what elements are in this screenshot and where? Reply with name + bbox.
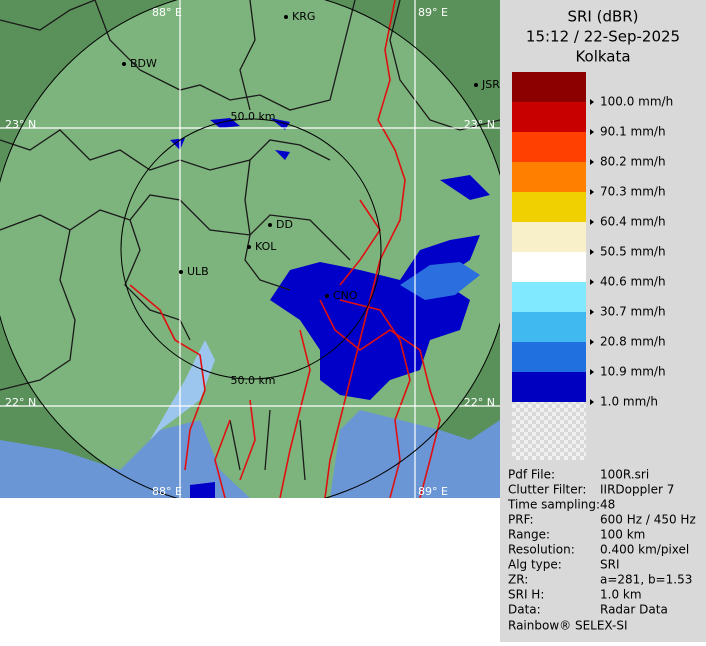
legend-label: 40.6 mm/h (600, 275, 666, 289)
legend-arrow (590, 129, 594, 135)
legend-label: 60.4 mm/h (600, 215, 666, 229)
info-key: Alg type: (508, 558, 562, 572)
legend-swatch (512, 312, 586, 342)
legend-arrow (590, 399, 594, 405)
legend-swatch (512, 132, 586, 162)
info-value: 100 km (600, 528, 645, 542)
info-key: Pdf File: (508, 468, 555, 482)
legend-label: 10.9 mm/h (600, 365, 666, 379)
precipitation (400, 262, 480, 300)
range-ring (120, 118, 382, 380)
info-value: 1.0 km (600, 588, 642, 602)
info: Pdf File: 100R.sri Clutter Filter: IIRDoppl… (507, 468, 696, 617)
info-key: PRF: (508, 513, 534, 527)
legend-label: 50.5 mm/h (600, 245, 666, 259)
legend-time: 15:12 / 22-Sep-2025 (526, 28, 680, 46)
legend-arrow (590, 159, 594, 165)
grid-label: 22° N (464, 396, 495, 409)
place-label: ULB (187, 265, 209, 278)
legend-site: Kolkata (575, 48, 630, 66)
place-dot (268, 223, 272, 227)
info-value: 48 (600, 498, 615, 512)
place-label: BDW (130, 57, 157, 70)
legend-label: 70.3 mm/h (600, 185, 666, 199)
info-key: Data: (508, 603, 541, 617)
legend-arrow (590, 249, 594, 255)
info-key: Time sampling: (507, 498, 600, 512)
legend-swatch (512, 252, 586, 282)
legend-arrow (590, 279, 594, 285)
water (0, 420, 250, 498)
grid-label: 89° E (418, 485, 448, 498)
estuary (150, 340, 215, 440)
legend-swatch (512, 162, 586, 192)
info-value: 600 Hz / 450 Hz (600, 513, 696, 527)
legend-label: 80.2 mm/h (600, 155, 666, 169)
info-value: 100R.sri (600, 468, 649, 482)
grid-label: 89° E (418, 6, 448, 19)
legend-arrow (590, 219, 594, 225)
rivers-borders (129, 0, 441, 498)
precipitation (440, 175, 490, 200)
legend-swatch (512, 222, 586, 252)
info-key: Range: (508, 528, 550, 542)
legend-arrow (590, 369, 594, 375)
legend-arrow (590, 339, 594, 345)
info-key: Resolution: (508, 543, 575, 557)
legend-swatch (512, 72, 586, 102)
place-label: DD (276, 218, 293, 231)
legend-title: SRI (dBR) (567, 8, 638, 26)
grid-label: 23° N (464, 118, 495, 131)
legend-label: 20.8 mm/h (600, 335, 666, 349)
legend-arrow (590, 189, 594, 195)
info-value: Radar Data (600, 603, 668, 617)
ring-label: 50.0 km (230, 374, 275, 387)
places: BDW KRG JSR DD KOL ULB CNO (122, 10, 500, 302)
legend-swatch (512, 372, 586, 402)
ring-label: 50.0 km (230, 110, 275, 123)
place-label: CNO (333, 289, 358, 302)
info-value: SRI (600, 558, 620, 572)
place-dot (122, 62, 126, 66)
grid-label: 88° E (152, 485, 182, 498)
legend-swatch (512, 342, 586, 372)
legend-swatch (512, 282, 586, 312)
place-dot (474, 83, 478, 87)
info-value: IIRDoppler 7 (600, 483, 674, 497)
place-label: KRG (292, 10, 315, 23)
legend-label: 100.0 mm/h (600, 95, 673, 109)
info-key: ZR: (508, 573, 528, 587)
legend-arrow (590, 99, 594, 105)
info-value: 0.400 km/pixel (600, 543, 689, 557)
place-dot (284, 15, 288, 19)
map: BDW KRG JSR DD KOL ULB CNO 88° E 89° E 23° N 22° … (0, 0, 500, 498)
place-label: KOL (255, 240, 277, 253)
no-data-swatch (512, 400, 586, 460)
legend-label: 30.7 mm/h (600, 305, 666, 319)
grid-label: 23° N (5, 118, 36, 131)
legend: SRI (dBR) 15:12 / 22-Sep-2025 Kolkata 10… (512, 8, 680, 460)
place-dot (179, 270, 183, 274)
map-labels: 88° E 89° E 23° N 22° N 23° N 22° N 88° E 89° E… (5, 6, 495, 498)
footer: Rainbow® SELEX-SI (508, 619, 628, 633)
info-key: Clutter Filter: (508, 483, 586, 497)
place-dot (325, 294, 329, 298)
legend-label: 90.1 mm/h (600, 125, 666, 139)
grid-label: 88° E (152, 6, 182, 19)
info-value: a=281, b=1.53 (600, 573, 692, 587)
legend-arrow (590, 309, 594, 315)
legend-swatch (512, 192, 586, 222)
graticule (0, 0, 500, 498)
legend-label: 1.0 mm/h (600, 395, 658, 409)
place-dot (247, 245, 251, 249)
legend-swatch (512, 102, 586, 132)
place-label: JSR (481, 78, 500, 91)
info-key: SRI H: (508, 588, 544, 602)
grid-label: 22° N (5, 396, 36, 409)
